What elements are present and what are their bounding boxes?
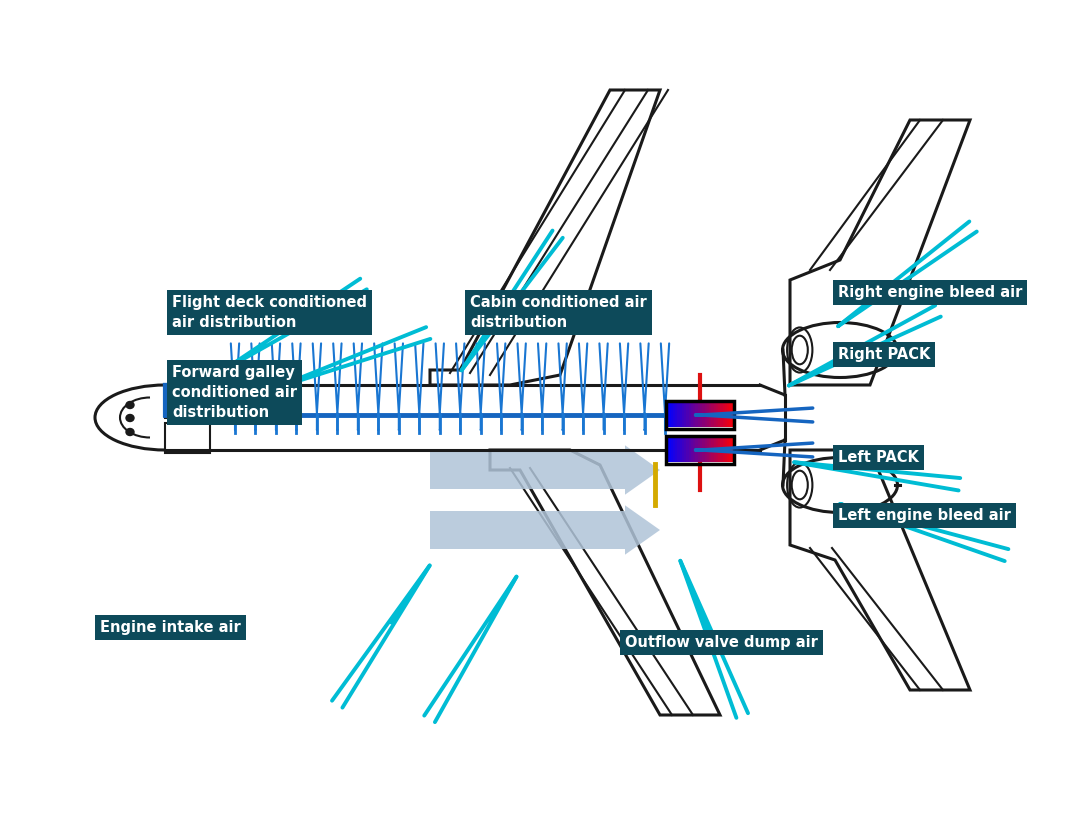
Text: Cabin conditioned air
distribution: Cabin conditioned air distribution [470,295,646,330]
Text: Right engine bleed air: Right engine bleed air [838,285,1022,300]
Bar [685,438,687,462]
Bar [675,403,677,427]
Bar [682,438,685,462]
Bar [714,403,716,427]
Polygon shape [429,505,661,554]
Bar [695,438,698,462]
Bar [685,403,687,427]
Bar [698,438,700,462]
Bar [682,403,685,427]
Bar [670,438,673,462]
Bar [731,403,734,427]
Bar [720,438,723,462]
Bar [702,403,704,427]
Bar [679,403,682,427]
Bar [666,401,734,429]
Bar [698,403,700,427]
Bar [668,403,670,427]
Bar [729,403,731,427]
Bar [727,403,729,427]
Bar [700,438,702,462]
Bar [695,403,698,427]
Ellipse shape [126,401,134,409]
Text: Outflow valve dump air: Outflow valve dump air [625,635,818,650]
Bar [716,438,718,462]
Bar [689,403,691,427]
Text: Engine intake air: Engine intake air [100,620,241,635]
Bar [677,403,679,427]
Bar [704,403,706,427]
Bar [710,403,712,427]
Bar [704,438,706,462]
Bar [718,438,720,462]
Bar [725,438,727,462]
Bar [673,438,675,462]
Bar [673,403,675,427]
Bar [691,403,693,427]
Bar [693,438,695,462]
Bar [700,403,702,427]
Bar [670,403,673,427]
Bar [165,423,210,453]
Text: Left engine bleed air: Left engine bleed air [838,508,1010,523]
Bar [689,438,691,462]
Bar [679,438,682,462]
Bar [666,438,668,462]
Bar [720,403,723,427]
Bar [687,403,689,427]
Text: Forward galley
conditioned air
distribution: Forward galley conditioned air distribut… [172,365,296,419]
Polygon shape [429,446,661,495]
Bar [729,438,731,462]
Bar [693,403,695,427]
Bar [725,403,727,427]
Text: Right PACK: Right PACK [838,347,931,362]
Bar [710,438,712,462]
Ellipse shape [126,428,134,436]
Bar [706,403,710,427]
Bar [687,438,689,462]
Bar [712,438,714,462]
Bar [702,438,704,462]
Bar [691,438,693,462]
Bar [727,438,729,462]
Bar [718,403,720,427]
Text: Flight deck conditioned
air distribution: Flight deck conditioned air distribution [172,295,367,330]
Text: Left PACK: Left PACK [838,450,919,465]
Bar [723,438,725,462]
Bar [731,438,734,462]
Ellipse shape [126,414,134,422]
Bar [706,438,710,462]
Bar [714,438,716,462]
Bar [723,403,725,427]
Bar [666,436,734,464]
Bar [677,438,679,462]
Bar [716,403,718,427]
Bar [165,385,220,418]
Bar [675,438,677,462]
Bar [666,403,668,427]
Bar [668,438,670,462]
Bar [712,403,714,427]
